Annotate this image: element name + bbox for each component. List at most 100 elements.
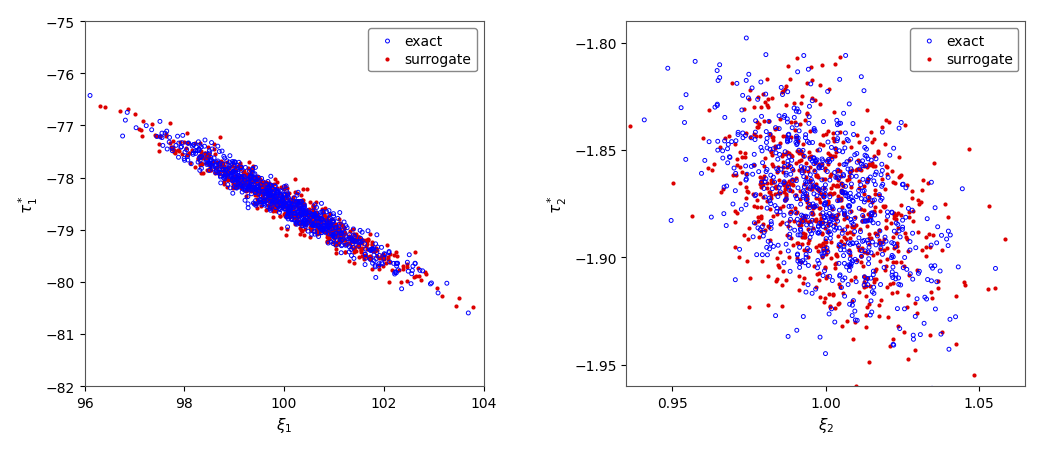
surrogate — [747, 220, 764, 227]
exact — [803, 290, 820, 297]
surrogate — [811, 161, 827, 168]
exact — [282, 198, 299, 205]
surrogate — [804, 78, 821, 85]
exact — [264, 192, 280, 199]
surrogate — [273, 195, 290, 202]
surrogate — [241, 172, 257, 179]
surrogate — [381, 279, 398, 286]
surrogate — [358, 245, 375, 253]
exact — [212, 170, 228, 177]
exact — [811, 165, 827, 172]
surrogate — [224, 175, 241, 182]
surrogate — [886, 245, 902, 252]
surrogate — [295, 212, 312, 219]
exact — [317, 223, 333, 230]
surrogate — [810, 248, 826, 255]
surrogate — [759, 198, 775, 205]
surrogate — [247, 176, 264, 184]
surrogate — [817, 132, 834, 139]
exact — [219, 158, 235, 165]
surrogate — [752, 179, 769, 186]
surrogate — [740, 189, 756, 196]
exact — [401, 252, 418, 259]
surrogate — [846, 214, 863, 221]
exact — [763, 226, 779, 233]
exact — [740, 95, 756, 102]
exact — [799, 281, 816, 289]
surrogate — [812, 142, 828, 149]
exact — [755, 229, 772, 236]
exact — [904, 230, 921, 237]
surrogate — [221, 164, 238, 171]
exact — [816, 267, 833, 275]
surrogate — [224, 184, 241, 192]
surrogate — [244, 166, 260, 174]
exact — [315, 222, 331, 230]
exact — [837, 275, 853, 282]
surrogate — [815, 239, 832, 247]
exact — [263, 188, 279, 195]
exact — [842, 190, 859, 198]
surrogate — [281, 214, 298, 221]
surrogate — [273, 225, 290, 232]
exact — [837, 145, 853, 152]
exact — [344, 236, 361, 243]
exact — [839, 137, 855, 144]
surrogate — [855, 273, 872, 280]
exact — [178, 147, 195, 154]
surrogate — [325, 221, 342, 228]
exact — [763, 218, 779, 226]
surrogate — [367, 248, 383, 255]
surrogate — [251, 188, 268, 195]
exact — [843, 260, 860, 267]
surrogate — [355, 256, 372, 263]
surrogate — [838, 214, 854, 221]
surrogate — [824, 292, 841, 299]
exact — [821, 204, 838, 212]
surrogate — [824, 182, 841, 189]
exact — [306, 231, 323, 238]
surrogate — [337, 241, 353, 248]
exact — [801, 235, 818, 242]
exact — [247, 198, 264, 205]
surrogate — [314, 207, 330, 214]
surrogate — [301, 199, 318, 206]
surrogate — [325, 223, 342, 230]
exact — [801, 140, 818, 147]
exact — [835, 189, 851, 197]
surrogate — [234, 172, 251, 179]
exact — [271, 198, 288, 206]
exact — [406, 260, 423, 267]
surrogate — [802, 202, 819, 210]
Legend: exact, surrogate: exact, surrogate — [910, 29, 1018, 72]
exact — [810, 258, 826, 265]
exact — [380, 249, 397, 256]
exact — [858, 163, 874, 170]
exact — [910, 270, 926, 277]
surrogate — [218, 170, 234, 177]
exact — [191, 147, 207, 154]
exact — [204, 162, 221, 169]
surrogate — [199, 143, 216, 151]
exact — [897, 214, 914, 221]
surrogate — [752, 133, 769, 140]
surrogate — [775, 182, 792, 189]
surrogate — [451, 295, 468, 302]
surrogate — [278, 192, 295, 199]
exact — [871, 228, 888, 235]
exact — [267, 189, 283, 196]
surrogate — [820, 151, 837, 158]
exact — [843, 173, 860, 180]
exact — [193, 166, 209, 173]
exact — [296, 218, 313, 225]
exact — [404, 267, 421, 275]
exact — [817, 350, 834, 358]
exact — [677, 92, 694, 99]
exact — [716, 138, 733, 145]
surrogate — [862, 212, 878, 220]
surrogate — [772, 140, 789, 147]
surrogate — [876, 141, 893, 148]
exact — [292, 208, 308, 215]
surrogate — [212, 134, 228, 142]
exact — [255, 188, 272, 195]
